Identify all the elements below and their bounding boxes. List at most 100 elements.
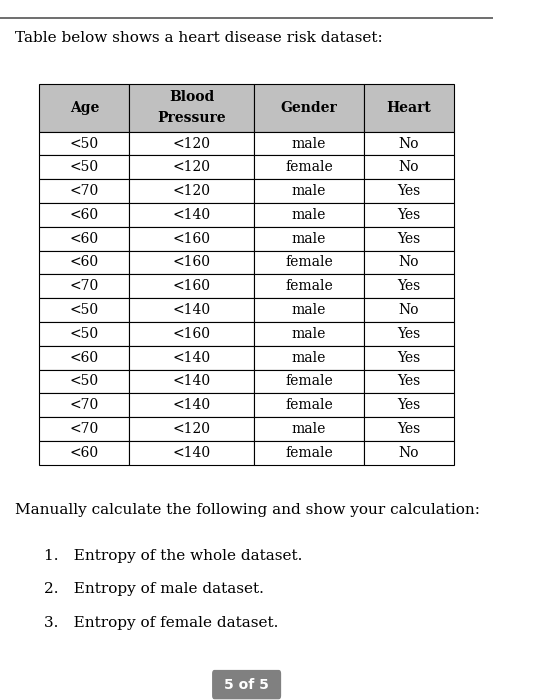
Text: <70: <70 (70, 398, 99, 412)
Bar (129, 84, 254, 132)
Bar (364, 274, 454, 298)
Text: female: female (285, 398, 333, 412)
Bar (364, 417, 454, 441)
Text: male: male (292, 422, 326, 436)
Bar (364, 84, 454, 132)
Text: Age: Age (69, 101, 99, 115)
Text: <120: <120 (173, 160, 211, 174)
Bar (129, 370, 254, 393)
Text: Heart: Heart (386, 101, 431, 115)
Text: 5 of 5: 5 of 5 (224, 678, 269, 692)
Text: 3. Entropy of female dataset.: 3. Entropy of female dataset. (44, 616, 279, 630)
Bar (129, 417, 254, 441)
Text: 1. Entropy of the whole dataset.: 1. Entropy of the whole dataset. (44, 549, 302, 563)
Bar (254, 132, 364, 155)
Text: male: male (292, 327, 326, 341)
Text: <70: <70 (70, 184, 99, 198)
Text: Pressure: Pressure (158, 111, 226, 125)
Bar (39, 417, 129, 441)
Bar (129, 179, 254, 203)
Text: Blood: Blood (169, 90, 214, 104)
Bar (364, 346, 454, 370)
Text: <60: <60 (70, 351, 99, 365)
Text: female: female (285, 279, 333, 293)
Text: Gender: Gender (281, 101, 337, 115)
Text: <140: <140 (173, 374, 211, 388)
Bar (39, 203, 129, 227)
Text: <160: <160 (173, 232, 211, 246)
Bar (254, 370, 364, 393)
Bar (39, 298, 129, 322)
Text: No: No (399, 256, 419, 270)
Text: Manually calculate the following and show your calculation:: Manually calculate the following and sho… (15, 503, 480, 517)
Text: Yes: Yes (397, 279, 421, 293)
Text: male: male (292, 303, 326, 317)
Bar (364, 441, 454, 465)
Text: Table below shows a heart disease risk dataset:: Table below shows a heart disease risk d… (15, 32, 382, 46)
Bar (129, 274, 254, 298)
Text: <160: <160 (173, 327, 211, 341)
Text: <60: <60 (70, 232, 99, 246)
Text: No: No (399, 136, 419, 150)
Bar (129, 298, 254, 322)
Bar (39, 227, 129, 251)
Text: male: male (292, 351, 326, 365)
Bar (254, 298, 364, 322)
Text: <60: <60 (70, 446, 99, 460)
Text: <60: <60 (70, 256, 99, 270)
Bar (39, 393, 129, 417)
Bar (39, 179, 129, 203)
Text: Yes: Yes (397, 327, 421, 341)
Text: <50: <50 (70, 303, 99, 317)
Bar (129, 441, 254, 465)
Bar (129, 203, 254, 227)
Text: No: No (399, 303, 419, 317)
Text: <160: <160 (173, 256, 211, 270)
Text: 2. Entropy of male dataset.: 2. Entropy of male dataset. (44, 582, 264, 596)
Text: <140: <140 (173, 303, 211, 317)
Bar (254, 417, 364, 441)
Text: <50: <50 (70, 374, 99, 388)
Bar (254, 203, 364, 227)
Bar (39, 346, 129, 370)
Bar (364, 298, 454, 322)
Text: male: male (292, 136, 326, 150)
Bar (39, 84, 129, 132)
Bar (364, 203, 454, 227)
Bar (364, 251, 454, 274)
Text: Yes: Yes (397, 374, 421, 388)
Bar (129, 251, 254, 274)
Bar (254, 227, 364, 251)
Text: Yes: Yes (397, 232, 421, 246)
Bar (129, 227, 254, 251)
Bar (254, 179, 364, 203)
Text: No: No (399, 160, 419, 174)
Text: Yes: Yes (397, 208, 421, 222)
Text: <50: <50 (70, 160, 99, 174)
Bar (364, 132, 454, 155)
Bar (364, 322, 454, 346)
Text: No: No (399, 446, 419, 460)
Bar (254, 274, 364, 298)
Text: Yes: Yes (397, 351, 421, 365)
Text: <50: <50 (70, 136, 99, 150)
Text: <140: <140 (173, 208, 211, 222)
Text: <160: <160 (173, 279, 211, 293)
Bar (254, 84, 364, 132)
Text: female: female (285, 256, 333, 270)
Bar (254, 251, 364, 274)
Bar (39, 441, 129, 465)
Bar (39, 132, 129, 155)
Text: <140: <140 (173, 398, 211, 412)
Bar (254, 441, 364, 465)
Text: <50: <50 (70, 327, 99, 341)
Bar (129, 132, 254, 155)
Bar (129, 155, 254, 179)
Bar (254, 346, 364, 370)
Text: Yes: Yes (397, 422, 421, 436)
Bar (254, 155, 364, 179)
Text: <70: <70 (70, 279, 99, 293)
Bar (364, 393, 454, 417)
Bar (39, 370, 129, 393)
Bar (39, 251, 129, 274)
